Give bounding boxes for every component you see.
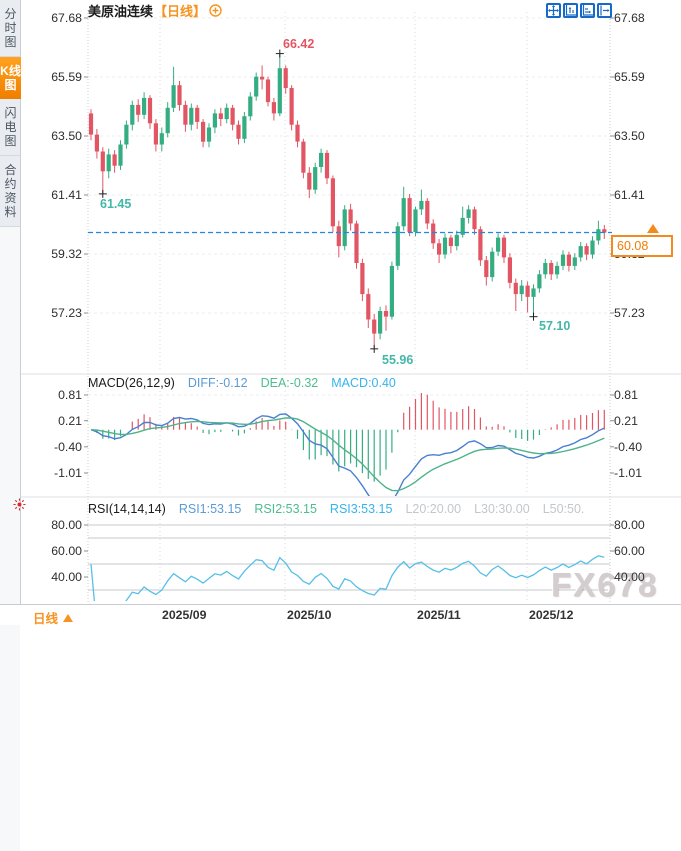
price-tick-label: 67.68 bbox=[51, 11, 82, 25]
macd-diff-value: DIFF:-0.12 bbox=[187, 376, 248, 390]
month-label: 2025/12 bbox=[529, 608, 574, 622]
price-tick-label: 63.50 bbox=[614, 129, 645, 143]
low-price-annotation-left: 61.45 bbox=[100, 197, 132, 211]
rsi-l20-value: L20:20.00 bbox=[405, 502, 462, 516]
price-tick-label: 65.59 bbox=[51, 70, 82, 84]
macd-tick-label: 0.81 bbox=[58, 387, 82, 402]
month-label: 2025/10 bbox=[287, 608, 332, 622]
price-tick-label: 57.23 bbox=[51, 306, 82, 320]
macd-dea-value: DEA:-0.32 bbox=[260, 376, 319, 390]
symbol-name: 美原油连续 bbox=[88, 3, 154, 19]
price-tick-label: 67.68 bbox=[614, 11, 645, 25]
fit-vertical-axis-icon[interactable] bbox=[563, 3, 578, 18]
rsi-tick-label: 80.00 bbox=[614, 518, 645, 532]
sidebar: 分时图 K线图 闪电图 合约资料 bbox=[0, 0, 21, 851]
time-axis-bar: 日线 2025/09 2025/10 2025/11 2025/12 bbox=[0, 604, 681, 627]
macd-header: MACD(26,12,9) DIFF:-0.12 DEA:-0.32 MACD:… bbox=[88, 376, 396, 390]
rsi-tick-label: 60.00 bbox=[614, 544, 645, 558]
period-tag: 【日线】 bbox=[154, 3, 207, 19]
rsi-l30-value: L30:30.00 bbox=[474, 502, 530, 516]
rsi1-value: RSI1:53.15 bbox=[178, 502, 242, 516]
scroll-right-icon[interactable] bbox=[597, 3, 612, 18]
macd-tick-label: 0.21 bbox=[614, 413, 638, 428]
macd-macd-value: MACD:0.40 bbox=[331, 376, 396, 390]
rsi-l50-value: L50:50. bbox=[542, 502, 585, 516]
low-price-annotation-bottom: 55.96 bbox=[382, 353, 414, 367]
chevron-up-icon bbox=[63, 613, 74, 622]
low-price-annotation-right: 57.10 bbox=[539, 319, 571, 333]
chart-canvas[interactable] bbox=[0, 0, 681, 624]
rsi-tick-label: 40.00 bbox=[614, 570, 645, 584]
current-price-tag: 60.08 bbox=[611, 235, 673, 257]
sidebar-filler bbox=[0, 227, 20, 851]
fx678-watermark: FX678 bbox=[551, 566, 659, 603]
price-tick-label: 61.41 bbox=[614, 188, 645, 202]
rsi-header: RSI(14,14,14) RSI1:53.15 RSI2:53.15 RSI3… bbox=[88, 502, 584, 516]
sidebar-item-kline-chart[interactable]: K线图 bbox=[0, 57, 21, 99]
price-tick-label: 61.41 bbox=[51, 188, 82, 202]
live-indicator-icon[interactable] bbox=[13, 498, 26, 516]
sidebar-item-lightning-chart[interactable]: 闪电图 bbox=[0, 99, 21, 156]
month-label: 2025/11 bbox=[417, 608, 461, 622]
move-icon[interactable] bbox=[546, 3, 561, 18]
period-selector[interactable]: 日线 bbox=[33, 608, 74, 627]
macd-tick-label: 0.21 bbox=[58, 413, 82, 428]
macd-title: MACD(26,12,9) bbox=[88, 376, 175, 390]
month-label: 2025/09 bbox=[162, 608, 207, 622]
circle-plus-icon[interactable] bbox=[209, 3, 222, 17]
macd-tick-label: -0.40 bbox=[614, 439, 643, 454]
chart-title: 美原油连续 【日线】 bbox=[88, 2, 222, 19]
price-tick-label: 65.59 bbox=[614, 70, 645, 84]
rsi-title: RSI(14,14,14) bbox=[88, 502, 166, 516]
sidebar-item-time-chart[interactable]: 分时图 bbox=[0, 0, 21, 57]
period-selector-label: 日线 bbox=[33, 612, 59, 626]
rsi-tick-label: 40.00 bbox=[51, 570, 82, 584]
rsi-tick-label: 80.00 bbox=[51, 518, 82, 532]
chart-toolbar bbox=[546, 3, 612, 18]
macd-tick-label: -1.01 bbox=[53, 465, 82, 480]
rsi-tick-label: 60.00 bbox=[51, 544, 82, 558]
macd-tick-label: -0.40 bbox=[53, 439, 82, 454]
rsi3-value: RSI3:53.15 bbox=[329, 502, 393, 516]
sidebar-item-contract-info[interactable]: 合约资料 bbox=[0, 156, 21, 227]
price-tick-label: 59.32 bbox=[51, 247, 82, 261]
rsi2-value: RSI2:53.15 bbox=[254, 502, 317, 516]
fit-horizontal-axis-icon[interactable] bbox=[580, 3, 595, 18]
price-up-arrow-icon bbox=[647, 224, 659, 233]
high-price-annotation: 66.42 bbox=[283, 37, 315, 51]
price-tick-label: 63.50 bbox=[51, 129, 82, 143]
macd-tick-label: -1.01 bbox=[614, 465, 643, 480]
price-tick-label: 57.23 bbox=[614, 306, 645, 320]
macd-tick-label: 0.81 bbox=[614, 387, 638, 402]
